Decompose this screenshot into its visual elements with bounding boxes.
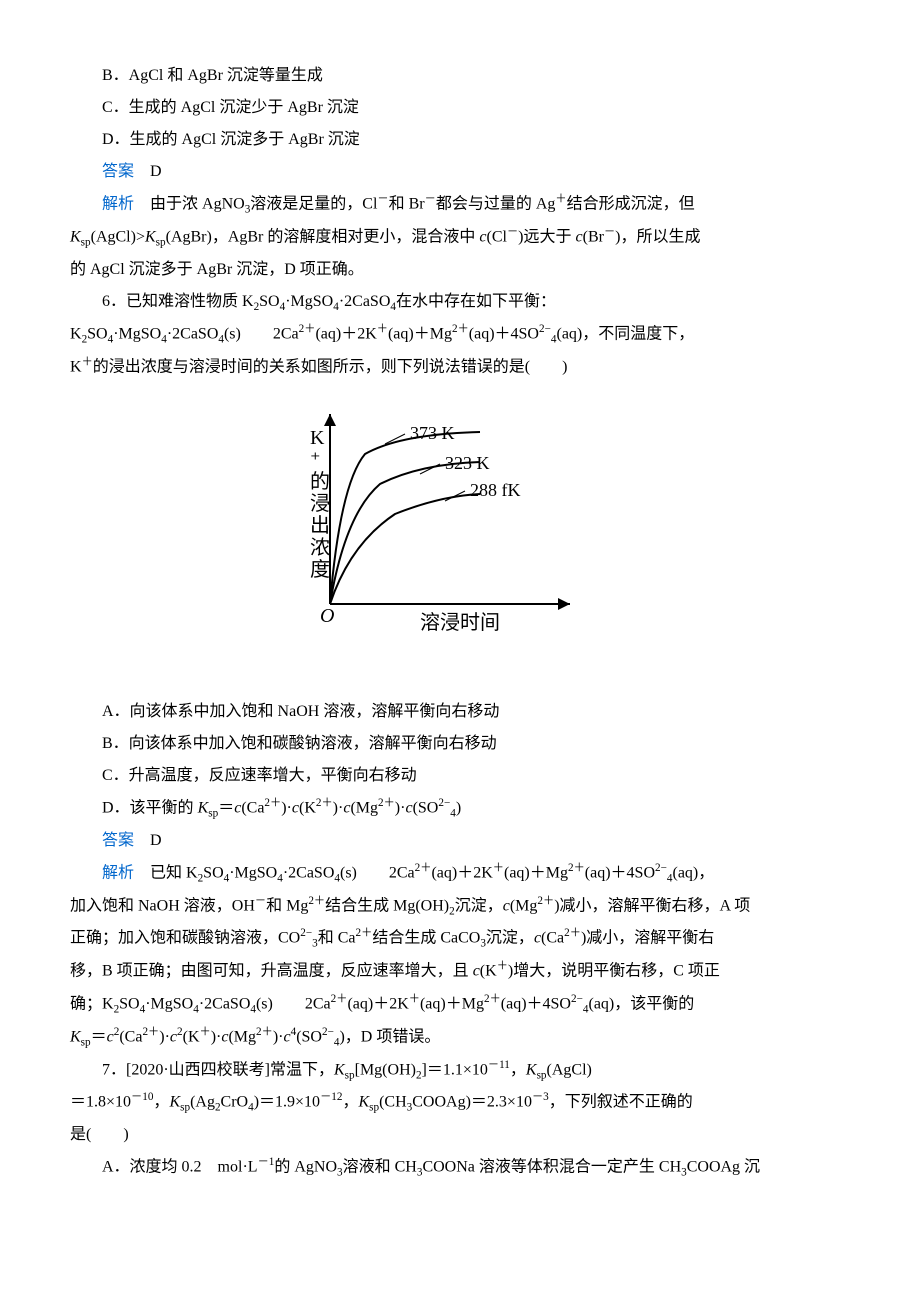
explanation-1-line3: 的 AgCl 沉淀多于 AgBr 沉淀，D 项正确。 (70, 254, 850, 286)
explanation-6-line4: 移，B 项正确；由图可知，升高温度，反应速率增大，且 c(K＋)增大，说明平衡右… (70, 955, 850, 987)
answer-value: D (134, 163, 162, 180)
answer-value: D (134, 832, 162, 849)
svg-text:的: 的 (310, 470, 330, 493)
svg-text:288 fK: 288 fK (470, 480, 521, 500)
option-d: D．生成的 AgCl 沉淀多于 AgBr 沉淀 (70, 124, 850, 156)
question-6-line1: 6．已知难溶性物质 K2SO4·MgSO4·2CaSO4在水中存在如下平衡： (70, 286, 850, 319)
svg-text:O: O (320, 605, 334, 627)
svg-text:度: 度 (310, 558, 330, 581)
explanation-6-line1: 解析 已知 K2SO4·MgSO4·2CaSO4(s)2Ca2＋(aq)＋2K＋… (70, 857, 850, 890)
question-7-line1: 7．[2020·山西四校联考]常温下，Ksp[Mg(OH)2]＝1.1×10－1… (70, 1054, 850, 1087)
svg-text:K: K (310, 427, 325, 449)
answer-1: 答案 D (70, 156, 850, 188)
svg-text:323 K: 323 K (445, 453, 490, 473)
question-7-line2: ＝1.8×10－10，Ksp(Ag2CrO4)＝1.9×10－12，Ksp(CH… (70, 1086, 850, 1119)
explanation-label: 解析 (102, 195, 134, 212)
option-b: B．AgCl 和 AgBr 沉淀等量生成 (70, 60, 850, 92)
explanation-6-line2: 加入饱和 NaOH 溶液，OH－和 Mg2＋结合生成 Mg(OH)2沉淀，c(M… (70, 890, 850, 923)
explanation-6-line6: Ksp＝c2(Ca2＋)·c2(K＋)·c(Mg2＋)·c4(SO2−4)，D … (70, 1021, 850, 1054)
svg-text:⁺: ⁺ (310, 449, 321, 471)
explanation-6-line3: 正确；加入饱和碳酸钠溶液，CO2−3和 Ca2＋结合生成 CaCO3沉淀，c(C… (70, 922, 850, 955)
explanation-1-line1: 解析 由于浓 AgNO3溶液是足量的，Cl－和 Br－都会与过量的 Ag＋结合形… (70, 188, 850, 221)
svg-text:溶浸时间: 溶浸时间 (420, 611, 500, 634)
question-6-line3: K＋的浸出浓度与溶浸时间的关系如图所示，则下列说法错误的是( ) (70, 351, 850, 383)
answer-label: 答案 (102, 163, 134, 180)
explanation-1-line2: Ksp(AgCl)>Ksp(AgBr)，AgBr 的溶解度相对更小，混合液中 c… (70, 221, 850, 254)
svg-text:出: 出 (310, 514, 330, 537)
option-6d: D．该平衡的 Ksp＝c(Ca2＋)·c(K2＋)·c(Mg2＋)·c(SO2−… (70, 792, 850, 825)
figure-6: 373 K 323 K 288 fK O 溶浸时间 K⁺的浸出浓度 (70, 404, 850, 676)
answer-6: 答案 D (70, 825, 850, 857)
option-7a: A．浓度均 0.2 mol·L－1的 AgNO3溶液和 CH3COONa 溶液等… (70, 1151, 850, 1184)
question-6-equation: K2SO4·MgSO4·2CaSO4(s)2Ca2＋(aq)＋2K＋(aq)＋M… (70, 318, 850, 351)
question-7-line3: 是( ) (70, 1119, 850, 1151)
explanation-6-line5: 确；K2SO4·MgSO4·2CaSO4(s)2Ca2＋(aq)＋2K＋(aq)… (70, 988, 850, 1021)
svg-text:浸: 浸 (310, 492, 330, 515)
option-6c: C．升高温度，反应速率增大，平衡向右移动 (70, 760, 850, 792)
option-c: C．生成的 AgCl 沉淀少于 AgBr 沉淀 (70, 92, 850, 124)
option-6b: B．向该体系中加入饱和碳酸钠溶液，溶解平衡向右移动 (70, 728, 850, 760)
svg-text:浓: 浓 (310, 536, 330, 559)
chart-svg: 373 K 323 K 288 fK O 溶浸时间 K⁺的浸出浓度 (310, 404, 610, 664)
option-6a: A．向该体系中加入饱和 NaOH 溶液，溶解平衡向右移动 (70, 696, 850, 728)
answer-label: 答案 (102, 832, 134, 849)
svg-text:373 K: 373 K (410, 423, 455, 443)
explanation-label: 解析 (102, 864, 134, 881)
